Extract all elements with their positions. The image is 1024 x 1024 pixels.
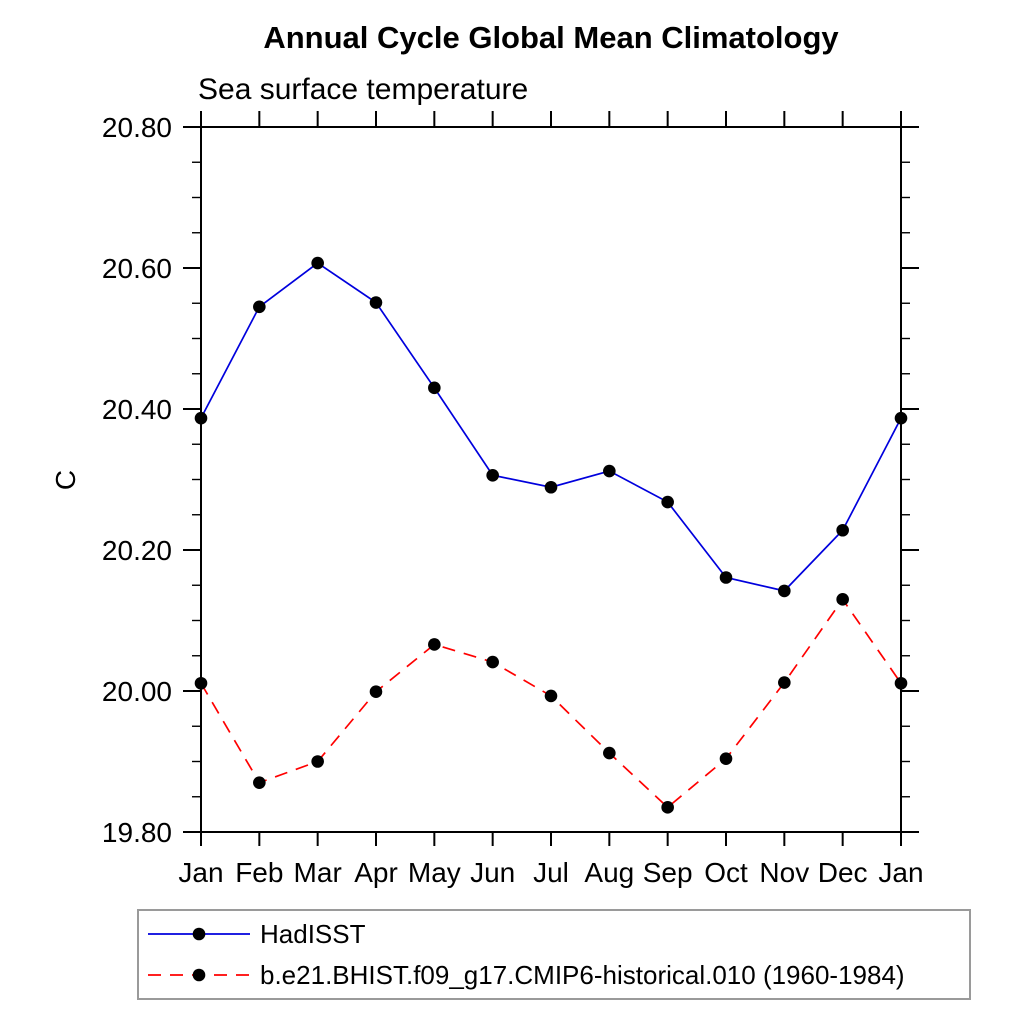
- month-label: Aug: [584, 857, 634, 888]
- y-axis-tick-label: 20.80: [102, 112, 172, 143]
- data-point-marker: [311, 755, 324, 768]
- y-axis-tick-label: 20.40: [102, 394, 172, 425]
- data-point-marker: [194, 411, 208, 425]
- series-line-0: [200, 262, 902, 592]
- legend-item-model: b.e21.BHIST.f09_g17.CMIP6-historical.010…: [139, 958, 969, 992]
- data-point-marker: [428, 381, 441, 395]
- data-point-marker: [661, 495, 674, 509]
- data-point-marker: [311, 256, 324, 270]
- legend-marker-dot: [192, 927, 206, 941]
- legend-label-hadisst: HadISST: [260, 918, 366, 949]
- data-point-marker: [544, 689, 558, 703]
- data-point-marker: [369, 685, 383, 699]
- legend-item-hadisst: HadISST: [139, 917, 969, 951]
- data-point-marker: [544, 480, 558, 494]
- month-label: Oct: [704, 857, 748, 888]
- data-point-marker: [486, 468, 499, 482]
- series-line-1: [200, 597, 902, 809]
- data-point-marker: [603, 464, 616, 478]
- month-label: Jan: [178, 857, 223, 888]
- month-label: Jul: [533, 857, 569, 888]
- data-point-marker: [778, 584, 791, 598]
- data-point-marker: [894, 676, 908, 690]
- y-axis-tick-label: 20.20: [102, 535, 172, 566]
- legend: HadISST b.e21.BHIST.f09_g17.CMIP6-histor…: [137, 909, 971, 1000]
- data-point-marker: [719, 571, 733, 584]
- chart-title: Annual Cycle Global Mean Climatology: [263, 20, 839, 55]
- data-point-marker: [894, 411, 908, 425]
- data-point-marker: [719, 752, 733, 765]
- data-point-marker: [836, 523, 849, 537]
- month-label: Dec: [818, 857, 868, 888]
- legend-label-model: b.e21.BHIST.f09_g17.CMIP6-historical.010…: [260, 959, 905, 990]
- month-label: Sep: [643, 857, 693, 888]
- legend-line-sample-dashed-icon: [148, 968, 250, 982]
- data-point-marker: [486, 655, 499, 669]
- month-label: Jun: [470, 857, 515, 888]
- data-point-marker: [778, 676, 791, 689]
- month-label: Nov: [759, 857, 809, 888]
- data-point-marker: [428, 638, 441, 651]
- legend-marker-dot: [192, 968, 206, 982]
- y-axis-tick-label: 19.80: [102, 817, 172, 848]
- month-label: Apr: [354, 857, 398, 888]
- y-axis-tick-label: 20.00: [102, 676, 172, 707]
- month-label: Jan: [878, 857, 923, 888]
- month-label: May: [408, 857, 461, 888]
- data-point-marker: [253, 300, 266, 314]
- data-point-marker: [253, 776, 266, 789]
- y-axis-tick-label: 20.60: [102, 253, 172, 284]
- data-point-marker: [369, 296, 383, 309]
- data-point-marker: [194, 676, 208, 690]
- month-label: Feb: [235, 857, 283, 888]
- month-label: Mar: [294, 857, 342, 888]
- data-point-marker: [603, 746, 616, 760]
- chart-subtitle: Sea surface temperature: [198, 73, 529, 106]
- data-point-marker: [661, 801, 674, 814]
- legend-line-sample-solid-icon: [148, 927, 250, 941]
- data-point-marker: [836, 593, 849, 606]
